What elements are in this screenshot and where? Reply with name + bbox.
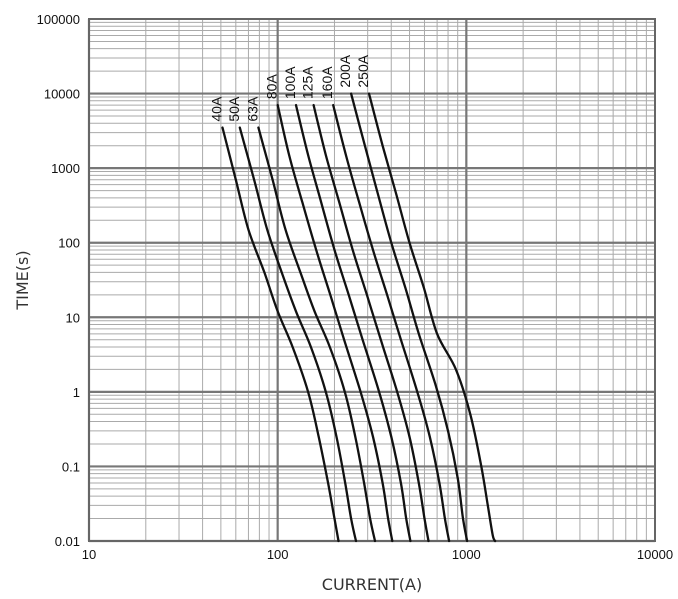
curve-label-50a: 50A <box>226 96 242 122</box>
x-axis-title: CURRENT(A) <box>322 575 422 594</box>
curve-50a <box>238 126 358 543</box>
curve-160a <box>332 103 451 543</box>
y-tick-label: 0.1 <box>62 459 80 474</box>
curve-label-100a: 100A <box>282 66 298 99</box>
curve-125a <box>312 103 430 543</box>
curve-label-200a: 200A <box>337 54 353 87</box>
minor-gridlines <box>89 19 655 541</box>
curve-80a <box>276 103 394 543</box>
x-tick-label: 10 <box>82 547 96 562</box>
curve-200a <box>349 92 469 543</box>
y-tick-label: 10 <box>66 310 80 325</box>
x-tick-label: 1000 <box>452 547 481 562</box>
curve-label-63a: 63A <box>244 96 260 122</box>
curve-label-125a: 125A <box>300 66 316 99</box>
curve-250a <box>367 92 497 543</box>
curve-label-250a: 250A <box>355 54 371 87</box>
curve-label-160a: 160A <box>319 66 335 99</box>
curve-label-80a: 80A <box>264 74 280 100</box>
y-tick-label: 100 <box>58 236 80 251</box>
x-tick-labels: 10 100 1000 10000 <box>82 547 673 562</box>
curve-100a <box>294 103 412 543</box>
curve-63a <box>257 126 377 543</box>
x-tick-label: 10000 <box>637 547 673 562</box>
curve-40a <box>221 126 340 543</box>
y-tick-label: 1 <box>73 385 80 400</box>
curves <box>221 92 497 543</box>
y-tick-label: 10000 <box>44 87 80 102</box>
y-axis-title: TIME(s) <box>13 250 32 310</box>
y-tick-label: 1000 <box>51 161 80 176</box>
x-tick-label: 100 <box>267 547 289 562</box>
y-tick-labels: 0.01 0.1 1 10 100 1000 10000 100000 <box>37 12 80 549</box>
curve-label-40a: 40A <box>209 96 225 122</box>
y-tick-label: 100000 <box>37 12 80 27</box>
y-tick-label: 0.01 <box>55 534 80 549</box>
plot-area-frame <box>88 18 656 542</box>
